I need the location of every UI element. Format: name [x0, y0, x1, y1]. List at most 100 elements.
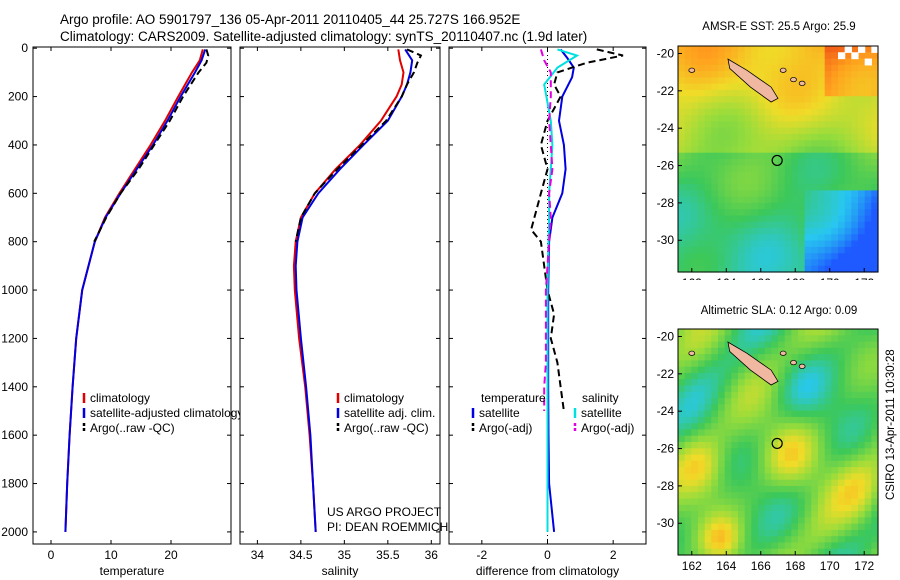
map-cell [871, 177, 879, 185]
map-cell [791, 146, 799, 154]
map-cell [824, 523, 832, 531]
map-cell [691, 115, 699, 122]
legend-label: satellite adj. clim. [344, 406, 435, 420]
map-cell [851, 234, 859, 242]
map-cell [724, 442, 732, 449]
map-cell [838, 479, 846, 487]
map-cell [718, 121, 726, 129]
map-cell [698, 234, 706, 242]
map-cell [871, 246, 879, 254]
map-cell [711, 529, 719, 537]
map-cell [831, 385, 839, 393]
map-cell [678, 265, 686, 273]
map-cell [691, 404, 699, 412]
xtick-label: 34.5 [289, 548, 313, 562]
map-cell [678, 127, 686, 135]
map-cell [771, 548, 779, 556]
map-cell [678, 177, 686, 185]
map-cell [831, 77, 839, 85]
map-cell [831, 341, 839, 349]
map-cell [684, 46, 692, 53]
map-cell [804, 133, 812, 141]
map-cell [691, 159, 699, 166]
map-cell [818, 215, 826, 223]
map-cell [871, 485, 879, 493]
map-cell [831, 64, 839, 72]
map-cell [711, 196, 719, 204]
map-cell [864, 215, 872, 223]
map-cell [731, 329, 739, 336]
map-cell [831, 177, 839, 185]
map-cell [864, 410, 872, 418]
map-cell [758, 479, 766, 487]
map-cell [711, 209, 719, 217]
map-cell [678, 442, 686, 449]
map-cell [871, 448, 879, 456]
map-cell [758, 159, 766, 166]
map-cell [851, 416, 859, 424]
map-cell [738, 259, 746, 267]
map-cell [824, 479, 832, 487]
map-cell [784, 435, 792, 443]
map-cell [724, 228, 732, 235]
map-cell [751, 442, 759, 449]
map-cell [864, 498, 872, 506]
map-cell [791, 190, 799, 198]
map-cell [711, 511, 719, 518]
map-cell [724, 165, 732, 173]
map-cell [684, 454, 692, 462]
map-cell [764, 202, 772, 210]
xtick-label: 35 [338, 548, 352, 562]
map-cell [831, 391, 839, 399]
map-cell [791, 46, 799, 53]
map-cell [764, 511, 772, 518]
map-cell [718, 473, 726, 481]
map-cell [678, 259, 686, 267]
map-cell [751, 523, 759, 531]
map-cell [864, 184, 872, 191]
map-cell [751, 159, 759, 166]
map-cell [724, 190, 732, 198]
map-cell [851, 221, 859, 229]
map-cell [751, 64, 759, 72]
map-cell [824, 133, 832, 141]
map-cell [818, 108, 826, 116]
map-cell [858, 423, 866, 431]
map-cell [844, 177, 852, 185]
map-cell [811, 354, 819, 361]
map-cell [771, 140, 779, 148]
map-cell [804, 171, 812, 179]
map-cell [758, 442, 766, 449]
map-cell [691, 329, 699, 336]
map-cell [851, 246, 859, 254]
map-cell [764, 517, 772, 525]
map-cell [744, 442, 752, 449]
map-cell [858, 404, 866, 412]
map-cell [731, 385, 739, 393]
map-cell [698, 152, 706, 160]
map-cell [731, 77, 739, 85]
map-cell [764, 159, 772, 166]
map-cell [771, 221, 779, 229]
map-cell [838, 523, 846, 531]
map-cell [838, 259, 846, 267]
map-cell [731, 115, 739, 122]
map-cell [764, 423, 772, 431]
map-cell [704, 89, 712, 97]
map-cell [751, 46, 759, 53]
map-cell [791, 102, 799, 110]
map-cell [711, 517, 719, 525]
map-cell [811, 517, 819, 525]
map-cell [838, 64, 846, 72]
map-cell [804, 190, 812, 198]
map-cell [758, 96, 766, 104]
map-cell [684, 429, 692, 437]
map-cell [758, 115, 766, 122]
map-cell [758, 240, 766, 248]
map-cell [871, 259, 879, 267]
map-cell [811, 329, 819, 336]
map-cell [798, 423, 806, 431]
map-cell [731, 391, 739, 399]
map-cell [824, 202, 832, 210]
map-cell [711, 398, 719, 405]
